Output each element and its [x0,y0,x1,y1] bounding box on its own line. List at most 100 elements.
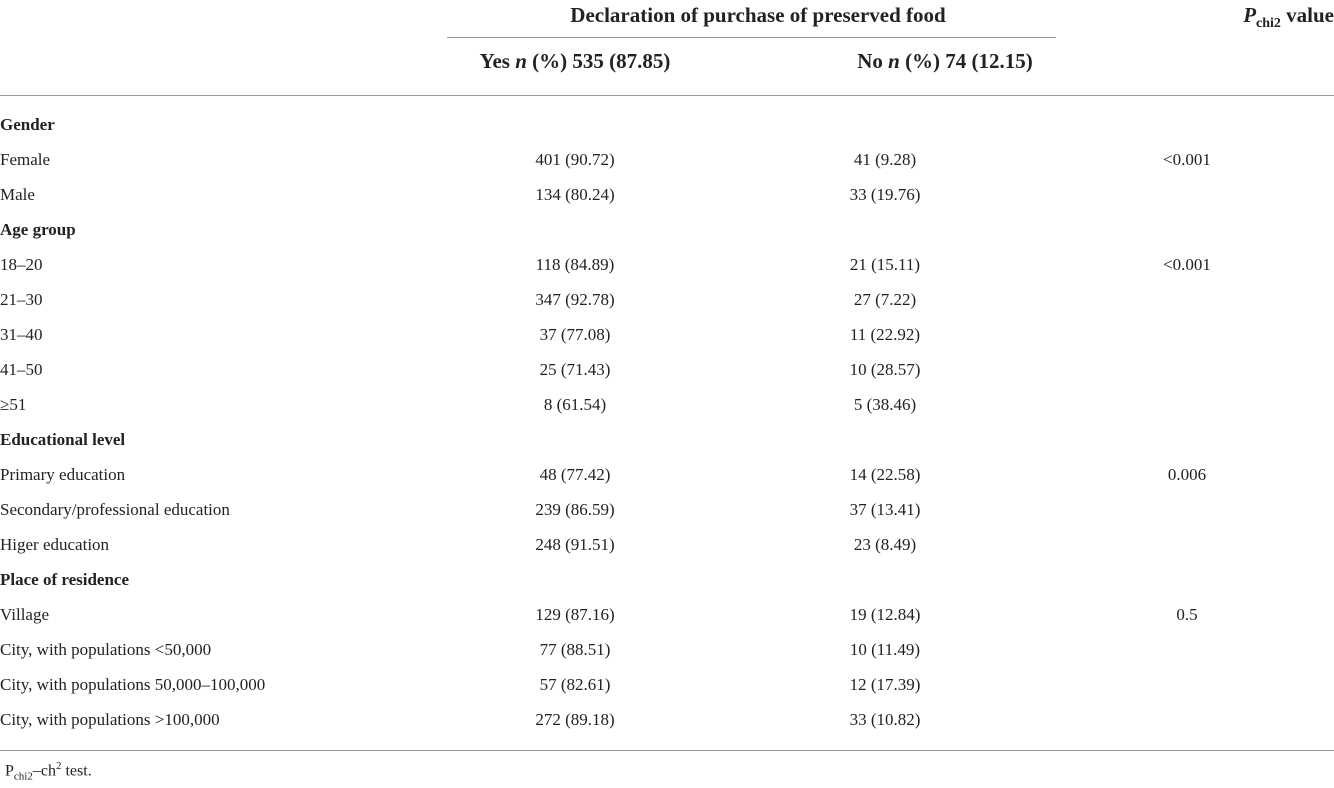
p-value-cell [1040,177,1334,212]
table-row: Male 134 (80.24) 33 (19.76) [0,177,1334,212]
column-group-header: Declaration of purchase of preserved foo… [570,3,946,27]
yes-cell: 134 (80.24) [535,184,615,204]
no-n-symbol: n [888,49,900,73]
no-cell: 10 (11.49) [849,639,921,659]
no-cell: 12 (17.39) [849,674,921,694]
data-table: Gender Female 401 (90.72) 41 (9.28) <0.001 Ma… [0,107,1334,737]
yes-prefix: Yes [479,49,516,73]
table-row: ≥51 8 (61.54) 5 (38.46) [0,387,1334,422]
no-cell: 33 (19.76) [849,184,921,204]
row-label: Female [0,149,51,169]
no-summary: (%) 74 (12.15) [899,49,1033,73]
p-value-cell: 0.5 [1176,604,1198,624]
table-row: Primary education 48 (77.42) 14 (22.58) 0.0… [0,457,1334,492]
row-label: Secondary/professional education [0,499,230,519]
table-row: City, with populations <50,000 77 (88.51)… [0,632,1334,667]
table-row: 21–30 347 (92.78) 27 (7.22) [0,282,1334,317]
row-label: Gender [0,114,55,134]
table-row: Secondary/professional education 239 (86.… [0,492,1334,527]
no-cell: 11 (22.92) [849,324,921,344]
row-label: Primary education [0,464,126,484]
p-value-cell [1040,492,1334,527]
yes-summary: (%) 535 (87.85) [526,49,671,73]
p-value-cell [1040,282,1334,317]
p-value-cell [1040,562,1334,597]
yes-cell: 37 (77.08) [539,324,611,344]
row-label: 21–30 [0,289,43,309]
yes-cell [420,422,730,457]
table-row: 18–20 118 (84.89) 21 (15.11) <0.001 [0,247,1334,282]
section-header-row: Gender [0,107,1334,142]
yes-cell: 347 (92.78) [535,289,615,309]
p-value-cell [1040,107,1334,142]
no-cell [730,212,1040,247]
p-value-cell [1040,352,1334,387]
p-value-cell: <0.001 [1163,149,1211,169]
no-prefix: No [857,49,889,73]
yes-cell: 248 (91.51) [535,534,615,554]
table-row: 41–50 25 (71.43) 10 (28.57) [0,352,1334,387]
no-cell: 14 (22.58) [849,464,921,484]
no-cell: 19 (12.84) [849,604,921,624]
no-cell: 23 (8.49) [853,534,917,554]
row-label: Higer education [0,534,110,554]
no-cell: 33 (10.82) [849,709,921,729]
row-label: 18–20 [0,254,43,274]
yes-column-header: Yes n (%) 535 (87.85) [420,48,730,74]
row-label: City, with populations >100,000 [0,709,220,729]
p-value-cell [1040,667,1334,702]
row-label: ≥51 [0,394,27,414]
table-row: 31–40 37 (77.08) 11 (22.92) [0,317,1334,352]
no-cell [730,562,1040,597]
table-footnote: Pchi2–ch2 test. [5,760,92,783]
table-body: Gender Female 401 (90.72) 41 (9.28) <0.001 Ma… [0,107,1334,737]
p-subscript: chi2 [1256,16,1281,32]
no-cell: 37 (13.41) [849,499,921,519]
table-bottom-rule [0,750,1334,751]
no-cell: 5 (38.46) [853,394,917,414]
yes-cell: 239 (86.59) [535,499,615,519]
yes-cell: 118 (84.89) [535,254,615,274]
row-label: 41–50 [0,359,43,379]
p-value-cell [1040,212,1334,247]
row-label: Educational level [0,429,126,449]
yes-cell [420,212,730,247]
yes-cell: 401 (90.72) [535,149,615,169]
footnote-p: P [5,762,14,780]
table-row: City, with populations >100,000 272 (89.1… [0,702,1334,737]
p-value-cell [1040,527,1334,562]
column-group-rule [447,37,1056,38]
table-row: City, with populations 50,000–100,000 57 … [0,667,1334,702]
row-label: 31–40 [0,324,43,344]
yes-cell [420,562,730,597]
row-label: Age group [0,219,76,239]
p-value-cell [1040,632,1334,667]
yes-cell: 272 (89.18) [535,709,615,729]
p-symbol: P [1243,3,1257,27]
p-value-cell [1040,317,1334,352]
table-row: Female 401 (90.72) 41 (9.28) <0.001 [0,142,1334,177]
yes-cell [420,107,730,142]
section-header-row: Place of residence [0,562,1334,597]
p-value-header: Pchi2 value [1210,2,1334,37]
footnote-superscript: 2 [55,760,62,772]
row-label: Male [0,184,35,204]
yes-cell: 8 (61.54) [543,394,607,414]
row-label: City, with populations <50,000 [0,639,212,659]
no-cell: 27 (7.22) [853,289,917,309]
p-value-cell [1040,387,1334,422]
footnote-ch: –ch [32,762,56,780]
yes-n-symbol: n [515,49,527,73]
yes-cell: 129 (87.16) [535,604,615,624]
no-column-header: No n (%) 74 (12.15) [790,48,1100,74]
table-row: Village 129 (87.16) 19 (12.84) 0.5 [0,597,1334,632]
row-label: Place of residence [0,569,130,589]
yes-cell: 57 (82.61) [539,674,611,694]
no-cell [730,107,1040,142]
no-cell: 21 (15.11) [849,254,921,274]
header-rule [0,95,1334,96]
footnote-text: test. [61,762,92,780]
footnote-p-subscript: chi2 [13,770,33,783]
yes-cell: 25 (71.43) [539,359,611,379]
p-value-label: value [1280,3,1334,27]
